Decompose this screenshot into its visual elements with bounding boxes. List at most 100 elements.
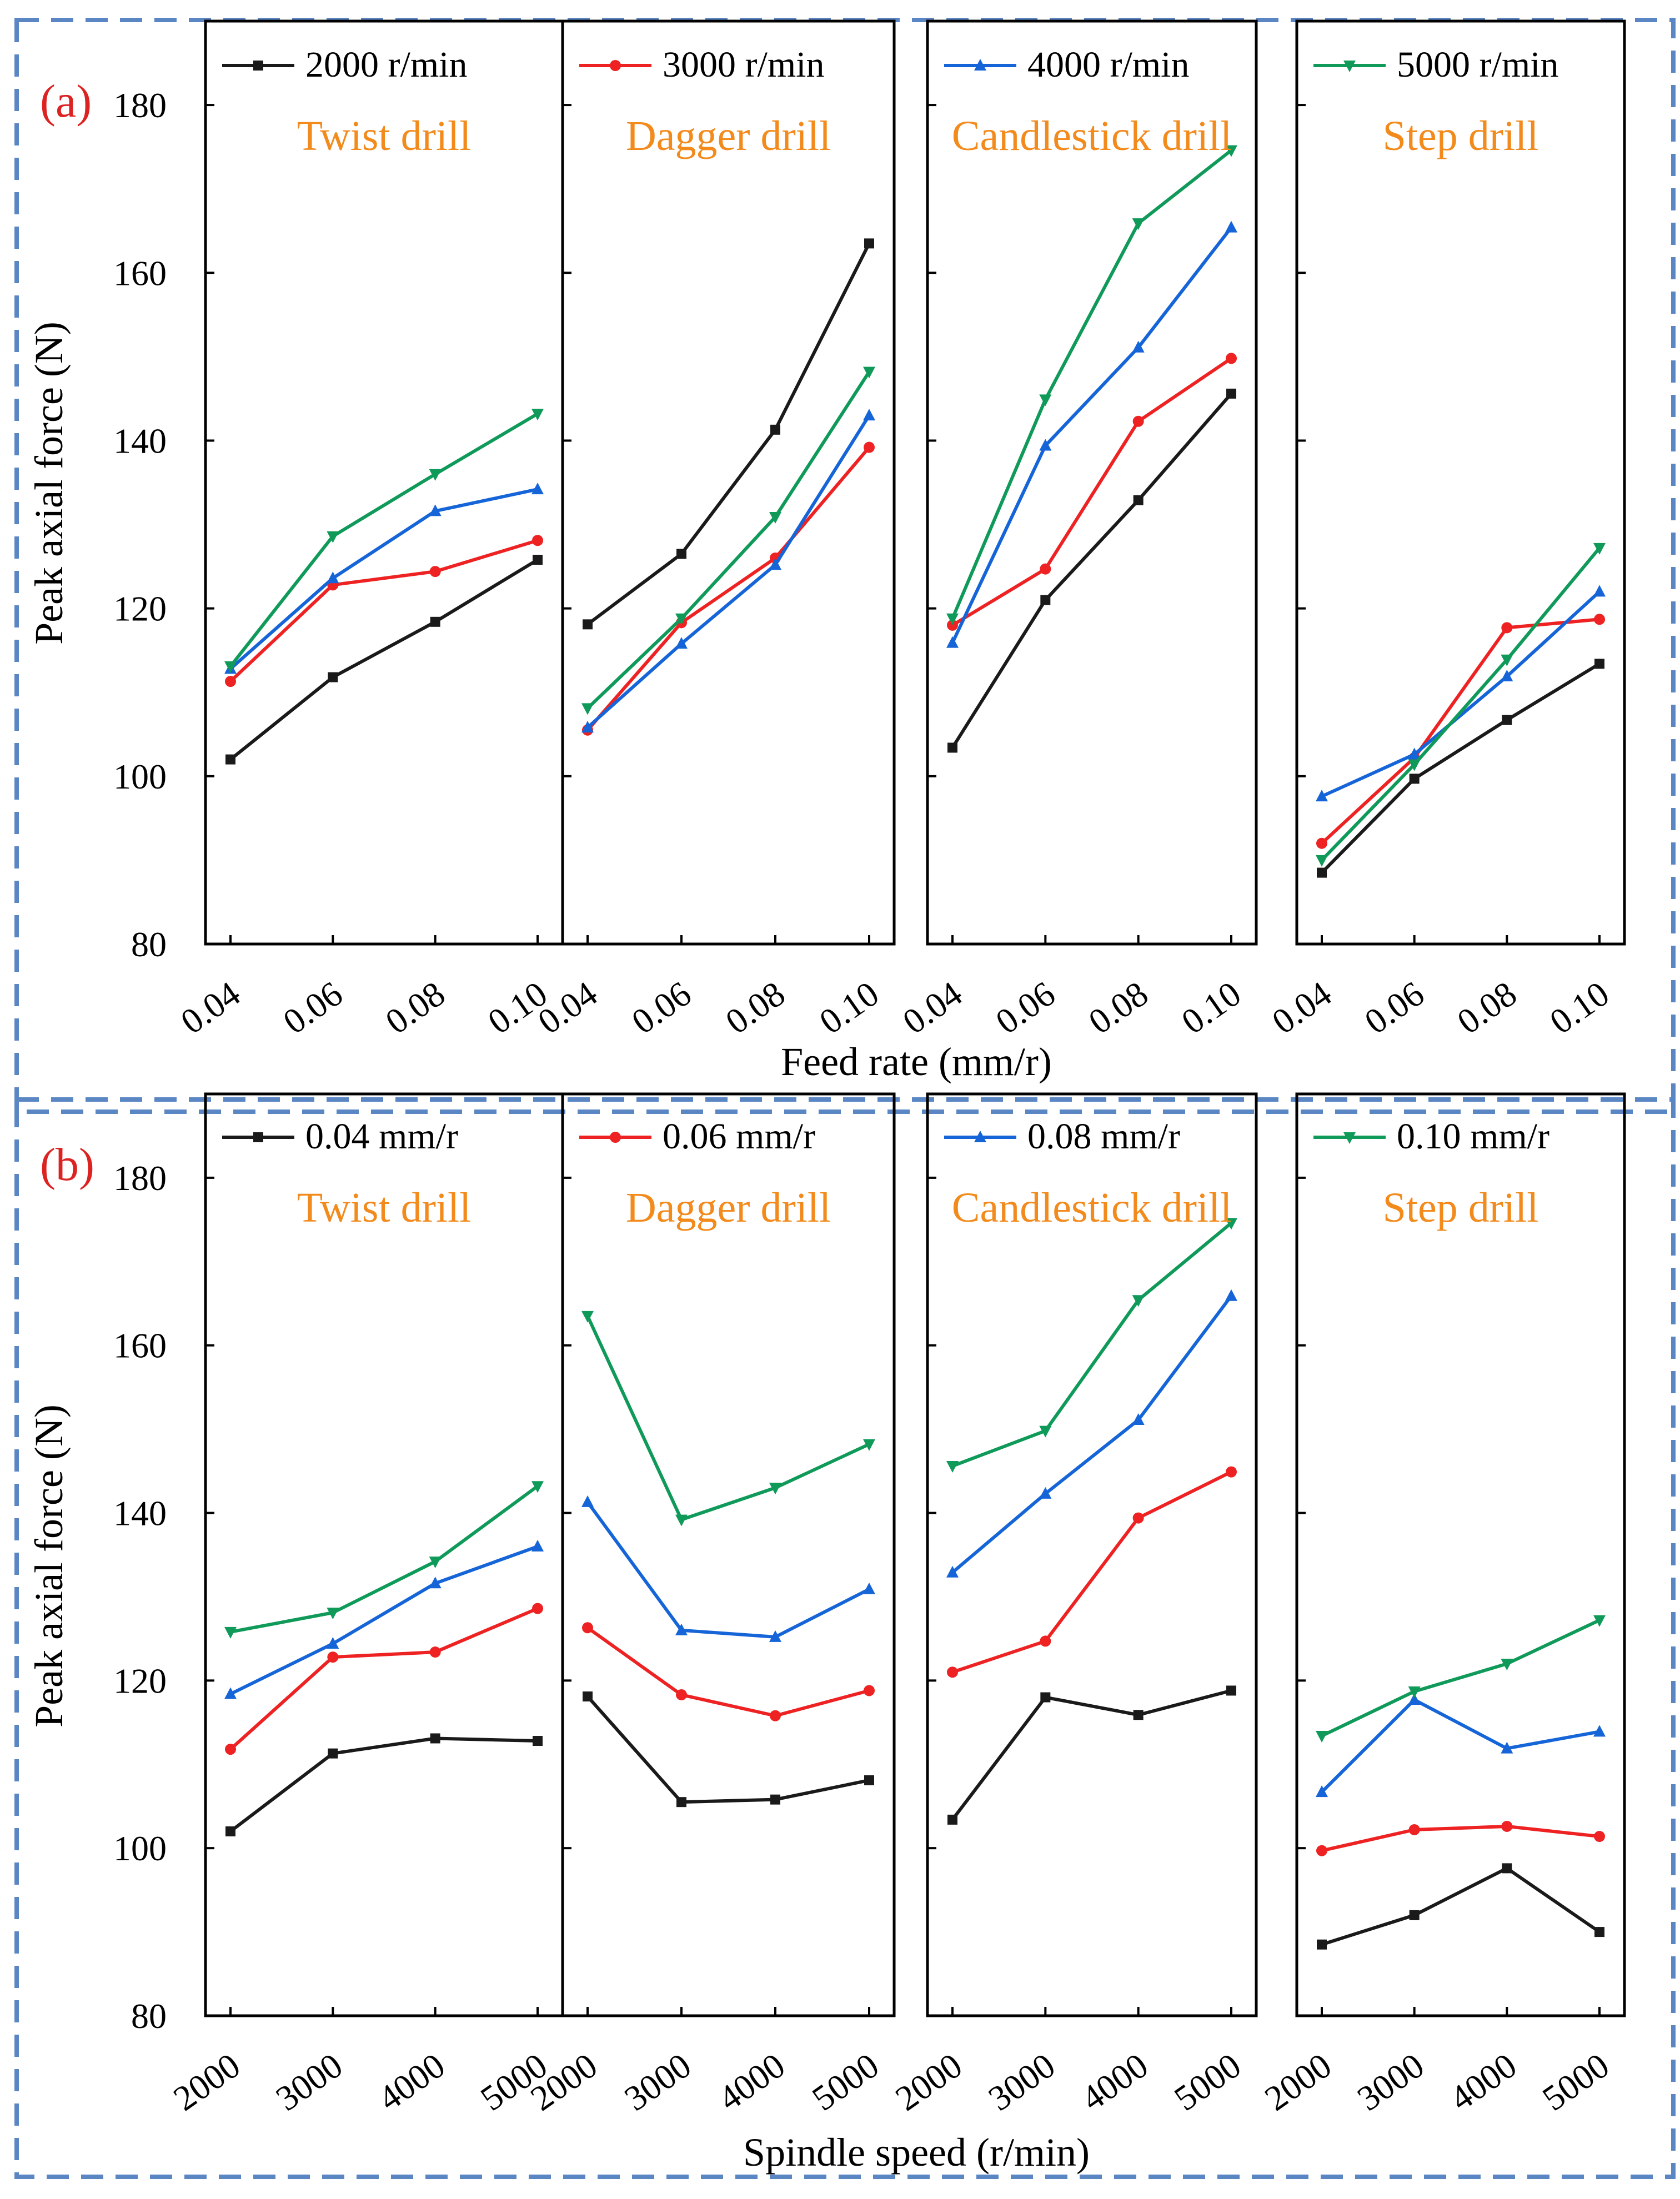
y-tick-label: 100 bbox=[113, 757, 167, 796]
data-point bbox=[1039, 1487, 1052, 1499]
data-point bbox=[429, 566, 441, 578]
series-line-0-10-mm-r bbox=[586, 1315, 870, 1522]
data-point bbox=[225, 1744, 236, 1755]
series-line-0-04-mm-r bbox=[586, 1695, 870, 1804]
series-line-2000-r-min bbox=[229, 558, 539, 761]
data-point bbox=[1040, 595, 1051, 605]
data-point bbox=[1408, 1686, 1421, 1698]
data-point bbox=[863, 1582, 875, 1594]
series-line-0-10-mm-r bbox=[1321, 1618, 1601, 1738]
data-point bbox=[947, 1814, 957, 1825]
plot-frame bbox=[561, 1092, 896, 2017]
data-point bbox=[327, 571, 339, 584]
plot-frame bbox=[926, 1092, 1258, 2017]
legend-marker bbox=[253, 61, 263, 71]
data-point bbox=[581, 721, 594, 733]
data-point bbox=[675, 1623, 688, 1635]
data-point bbox=[583, 619, 593, 630]
legend-label: 0.08 mm/r bbox=[1027, 1116, 1180, 1157]
data-point bbox=[676, 1689, 687, 1701]
series-line-2000-r-min bbox=[586, 243, 871, 626]
data-point bbox=[1501, 670, 1513, 682]
data-point bbox=[769, 558, 781, 570]
series-line-5000-r-min bbox=[1320, 546, 1601, 861]
data-point bbox=[676, 549, 686, 559]
data-point bbox=[1132, 1295, 1145, 1307]
data-point bbox=[864, 1775, 874, 1785]
series-line-3000-r-min bbox=[951, 357, 1232, 627]
data-point bbox=[770, 1710, 781, 1721]
data-point bbox=[1133, 495, 1144, 505]
data-point bbox=[531, 483, 544, 495]
data-point bbox=[429, 1577, 442, 1589]
y-tick-label: 160 bbox=[113, 1326, 167, 1365]
y-axis-title: Peak axial force (N) bbox=[27, 322, 71, 645]
data-point bbox=[1594, 1927, 1604, 1937]
data-point bbox=[676, 1797, 686, 1808]
data-point bbox=[946, 636, 959, 648]
data-point bbox=[327, 1636, 339, 1649]
legend-label: 0.10 mm/r bbox=[1397, 1116, 1549, 1157]
series-line-4000-r-min bbox=[1321, 590, 1601, 798]
series-line-4000-r-min bbox=[951, 226, 1233, 644]
data-point bbox=[583, 1691, 593, 1702]
data-point bbox=[770, 1794, 780, 1805]
data-point bbox=[1316, 1730, 1328, 1743]
y-tick-label: 80 bbox=[131, 925, 167, 964]
legend-marker bbox=[974, 59, 986, 71]
legend-marker bbox=[1343, 61, 1356, 72]
data-point bbox=[1408, 1693, 1421, 1705]
series-line-3000-r-min bbox=[1320, 617, 1600, 845]
drill-title: Dagger drill bbox=[626, 113, 831, 159]
data-point bbox=[675, 637, 688, 649]
data-point bbox=[947, 1666, 958, 1678]
x-axis-title: Feed rate (mm/r) bbox=[781, 1040, 1052, 1084]
series-line-0-04-mm-r bbox=[951, 1689, 1232, 1821]
data-point bbox=[327, 531, 339, 543]
series-line-0-08-mm-r bbox=[1320, 1698, 1600, 1794]
legend-marker bbox=[974, 1131, 986, 1142]
data-point bbox=[531, 1481, 544, 1493]
series-line-0-10-mm-r bbox=[230, 1484, 539, 1634]
data-point bbox=[1593, 543, 1606, 555]
series-line-0-06-mm-r bbox=[1321, 1824, 1600, 1852]
data-point bbox=[1226, 1466, 1237, 1478]
data-point bbox=[1039, 1425, 1052, 1438]
drill-title: Twist drill bbox=[297, 113, 471, 159]
legend-label: 5000 r/min bbox=[1397, 44, 1559, 85]
series-line-2000-r-min bbox=[1320, 662, 1601, 874]
series-line-0-04-mm-r bbox=[1321, 1866, 1601, 1946]
y-tick-label: 180 bbox=[113, 86, 167, 125]
data-point bbox=[946, 613, 959, 625]
panel-b: Peak axial force (N)80100120140160180200… bbox=[14, 1092, 1676, 2179]
data-point bbox=[328, 672, 338, 682]
data-point bbox=[1317, 1939, 1327, 1950]
data-point bbox=[1594, 659, 1604, 669]
data-point bbox=[1039, 394, 1052, 406]
series-line-5000-r-min bbox=[951, 149, 1232, 619]
y-tick-label: 140 bbox=[113, 421, 167, 460]
data-point bbox=[1502, 715, 1512, 725]
data-point bbox=[225, 754, 235, 765]
data-point bbox=[224, 661, 237, 673]
data-point bbox=[1132, 1512, 1144, 1524]
data-point bbox=[1408, 1824, 1420, 1835]
data-point bbox=[1501, 622, 1513, 634]
panel-label: (b) bbox=[40, 1139, 94, 1191]
series-line-4000-r-min bbox=[586, 414, 871, 729]
data-point bbox=[429, 1557, 442, 1569]
drill-title: Candlestick drill bbox=[952, 1184, 1232, 1231]
data-point bbox=[1132, 340, 1145, 353]
data-point bbox=[1593, 585, 1606, 597]
data-point bbox=[863, 409, 875, 421]
data-point bbox=[1594, 1831, 1605, 1842]
legend-label: 0.04 mm/r bbox=[305, 1116, 458, 1157]
data-point bbox=[864, 1685, 875, 1696]
data-point bbox=[946, 1565, 959, 1578]
data-point bbox=[1133, 1710, 1144, 1720]
data-point bbox=[1594, 614, 1605, 625]
data-point bbox=[582, 1622, 593, 1634]
data-point bbox=[532, 535, 543, 546]
data-point bbox=[769, 1630, 781, 1642]
